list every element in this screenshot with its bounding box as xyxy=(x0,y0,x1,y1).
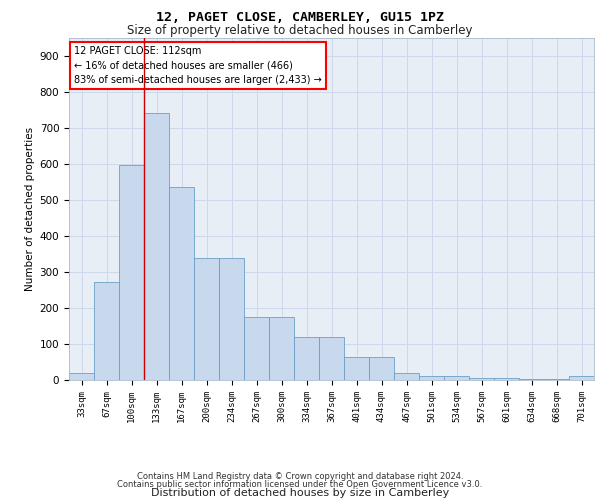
Y-axis label: Number of detached properties: Number of detached properties xyxy=(25,126,35,291)
Bar xyxy=(419,376,444,380)
Bar xyxy=(69,373,94,380)
Bar xyxy=(344,356,369,380)
Bar xyxy=(194,258,219,380)
Bar xyxy=(244,317,269,380)
Bar xyxy=(169,187,194,380)
Bar xyxy=(469,378,494,380)
Bar xyxy=(294,338,319,380)
Bar xyxy=(569,376,594,380)
Bar xyxy=(494,378,519,380)
Bar xyxy=(319,338,344,380)
Bar xyxy=(144,113,169,380)
Bar xyxy=(219,258,244,380)
Bar xyxy=(369,356,394,380)
Text: 12 PAGET CLOSE: 112sqm
← 16% of detached houses are smaller (466)
83% of semi-de: 12 PAGET CLOSE: 112sqm ← 16% of detached… xyxy=(74,46,322,85)
Text: Contains public sector information licensed under the Open Government Licence v3: Contains public sector information licen… xyxy=(118,480,482,489)
Bar xyxy=(94,282,119,380)
Text: Distribution of detached houses by size in Camberley: Distribution of detached houses by size … xyxy=(151,488,449,498)
Text: Contains HM Land Registry data © Crown copyright and database right 2024.: Contains HM Land Registry data © Crown c… xyxy=(137,472,463,481)
Text: 12, PAGET CLOSE, CAMBERLEY, GU15 1PZ: 12, PAGET CLOSE, CAMBERLEY, GU15 1PZ xyxy=(156,11,444,24)
Text: Size of property relative to detached houses in Camberley: Size of property relative to detached ho… xyxy=(127,24,473,37)
Bar xyxy=(269,317,294,380)
Bar xyxy=(119,166,144,380)
Bar xyxy=(394,373,419,380)
Bar xyxy=(444,376,469,380)
